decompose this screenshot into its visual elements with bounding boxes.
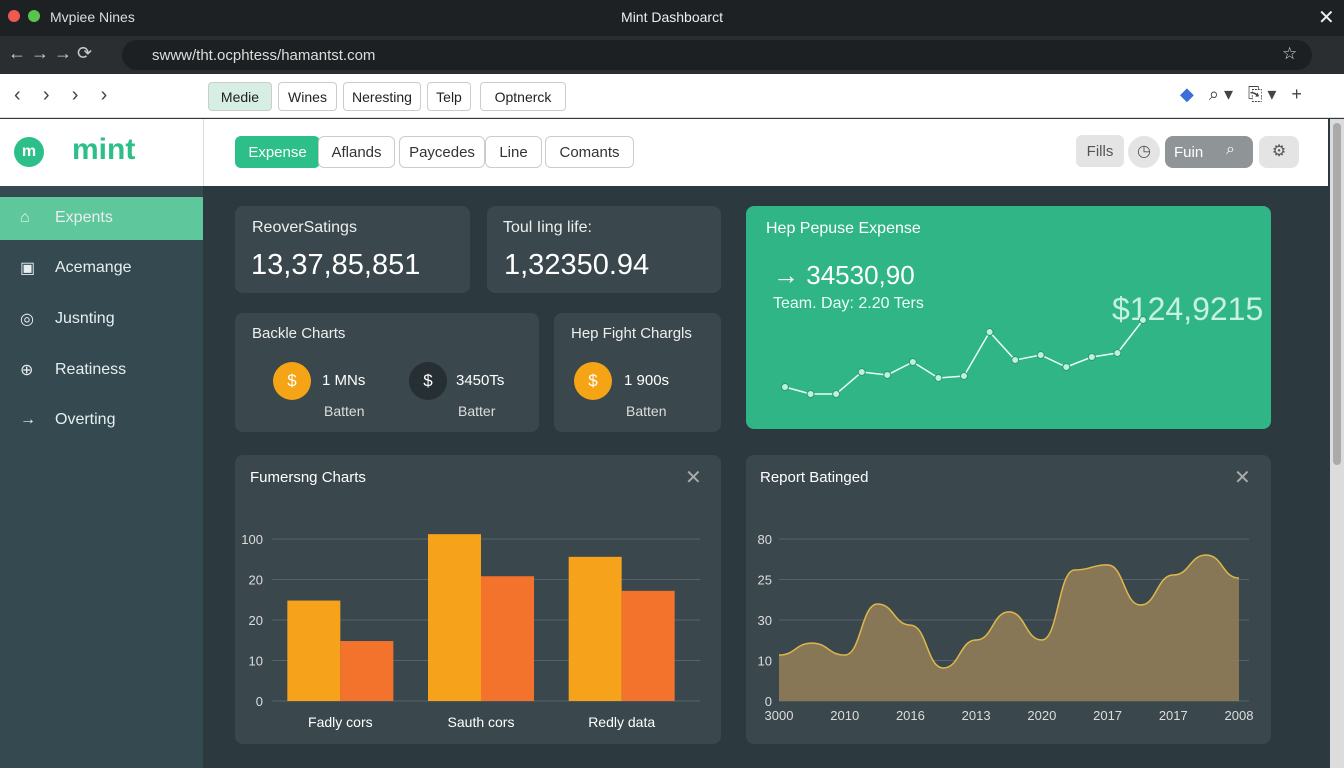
- coin-icon: $: [409, 362, 447, 400]
- stat-value: 1,32350.94: [504, 249, 650, 281]
- amount: 1 900s: [624, 372, 670, 389]
- sidebar-item[interactable]: ▣ Acemange: [20, 259, 132, 277]
- close-panel[interactable]: ✕: [1234, 467, 1251, 489]
- stat-label: Toul Iing life:: [503, 219, 592, 236]
- amount-sub: Batter: [458, 403, 496, 419]
- toolbar-icons[interactable]: ◆ ⌕ ▾ ⎘ ▾ +: [1180, 84, 1302, 104]
- expense-number: 34530,90: [806, 260, 915, 290]
- max-dot[interactable]: [28, 10, 40, 22]
- action-button[interactable]: Fuin: [1174, 144, 1204, 161]
- amount-sub: Batten: [626, 403, 667, 419]
- app-name: Mvpiee Nines: [50, 9, 135, 25]
- toolbar-nav[interactable]: ‹ › › ›: [14, 84, 108, 106]
- amount: 1 MNs: [322, 372, 366, 389]
- url-field[interactable]: swww/tht.ocphtess/hamantst.com ☆: [122, 40, 1312, 70]
- toolbar-button[interactable]: Medie: [208, 82, 272, 111]
- amount-sub: Batten: [324, 403, 365, 419]
- toolbar: ‹ › › › ◆ ⌕ ▾ ⎘ ▾ +: [0, 74, 1344, 118]
- search-group: [1165, 136, 1253, 168]
- stat-card: Toul Iing life: 1,32350.94: [487, 206, 721, 293]
- close-panel[interactable]: ✕: [685, 467, 702, 489]
- toolbar-button[interactable]: Optnerck: [480, 82, 566, 111]
- close-button[interactable]: ✕: [1318, 7, 1335, 29]
- toolbar-button[interactable]: Telp: [427, 82, 471, 111]
- sidebar-item[interactable]: ⊕ Reatiness: [20, 361, 127, 379]
- coin-icon: $: [273, 362, 311, 400]
- sidebar: [0, 186, 203, 768]
- expense-value: → 34530,90: [773, 260, 915, 290]
- active-item-bg: [0, 197, 203, 240]
- expense-card: Hep Pepuse Expense → 34530,90 Team. Day:…: [746, 206, 1271, 429]
- sidebar-item[interactable]: ⌂ Expents: [20, 209, 113, 226]
- sidebar-label: Overting: [55, 411, 116, 428]
- close-dot[interactable]: [8, 10, 20, 22]
- logo: mint: [72, 133, 136, 166]
- action-button[interactable]: Fills: [1076, 135, 1124, 167]
- panel-title: Report Batinged: [760, 469, 869, 486]
- settings-button[interactable]: ⚙: [1259, 136, 1299, 168]
- stat-card: ReoverSatings 13,37,85,851: [235, 206, 470, 293]
- scroll-thumb[interactable]: [1333, 123, 1341, 465]
- stat-value: 13,37,85,851: [251, 249, 421, 281]
- search-icon[interactable]: ⌕: [1226, 141, 1235, 158]
- amount: 3450Ts: [456, 372, 505, 389]
- sidebar-label: Reatiness: [55, 361, 127, 378]
- url: swww/tht.ocphtess/hamantst.com: [152, 47, 376, 64]
- stat-label: ReoverSatings: [252, 219, 357, 236]
- bar-panel: Fumersng Charts ✕: [235, 455, 721, 744]
- nav-icons[interactable]: ← → → ⟳: [8, 43, 93, 63]
- tab[interactable]: Comants: [545, 136, 634, 168]
- divider: [203, 119, 204, 186]
- sidebar-item[interactable]: → Overting: [20, 411, 116, 428]
- panel-title: Fumersng Charts: [250, 469, 366, 486]
- coin-icon: $: [574, 362, 612, 400]
- icon-button[interactable]: ◷: [1128, 136, 1160, 168]
- expense-total: $124,9215: [1112, 291, 1264, 327]
- sidebar-label: Expents: [55, 209, 113, 226]
- card-title: Hep Pepuse Expense: [766, 220, 921, 237]
- logo-icon: m: [14, 137, 44, 167]
- area-panel: Report Batinged ✕: [746, 455, 1271, 744]
- hep-card: Hep Fight Chargls $ 1 900s Batten: [554, 313, 721, 432]
- bookmark[interactable]: ☆: [1282, 44, 1298, 63]
- tab[interactable]: Paycedes: [399, 136, 485, 168]
- window-title: Mint Dashboarct: [621, 9, 723, 25]
- tab[interactable]: Line: [485, 136, 542, 168]
- balance-card: Backle Charts $ 1 MNs Batten $ 3450Ts Ba…: [235, 313, 539, 432]
- card-title: Backle Charts: [252, 325, 346, 342]
- tab[interactable]: Aflands: [318, 136, 395, 168]
- title-bar: Mvpiee Nines Mint Dashboarct ✕: [0, 0, 1344, 36]
- tab[interactable]: Expense: [235, 136, 320, 168]
- expense-sub: Team. Day: 2.20 Ters: [773, 295, 924, 312]
- sidebar-item[interactable]: ◎ Jusnting: [20, 310, 115, 328]
- scrollbar: [1330, 119, 1344, 768]
- card-title: Hep Fight Chargls: [571, 325, 692, 342]
- toolbar-button[interactable]: Neresting: [343, 82, 421, 111]
- toolbar-button[interactable]: Wines: [278, 82, 337, 111]
- address-bar: ← → → ⟳ swww/tht.ocphtess/hamantst.com ☆: [0, 36, 1344, 74]
- sidebar-label: Jusnting: [55, 310, 115, 327]
- header: m mint ◷ ⌕ ⚙: [0, 119, 1328, 186]
- sidebar-label: Acemange: [55, 259, 132, 276]
